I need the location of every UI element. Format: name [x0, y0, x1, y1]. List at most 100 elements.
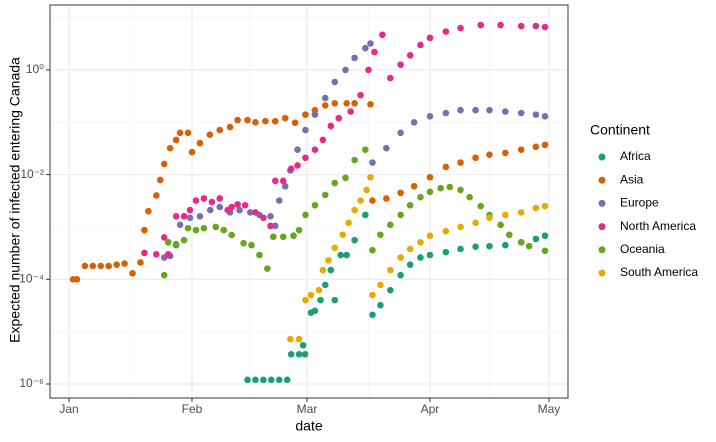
point [73, 276, 81, 283]
y-tick-label: 10⁻⁴ [19, 271, 44, 285]
point [532, 143, 540, 151]
point [271, 117, 279, 125]
point [502, 108, 509, 115]
point [319, 136, 327, 144]
point [196, 212, 204, 220]
point [339, 231, 347, 239]
point [267, 212, 274, 220]
point [541, 141, 549, 149]
point [172, 136, 180, 144]
point [319, 266, 327, 274]
point [164, 238, 172, 246]
point [331, 100, 339, 107]
legend-label: Europe [620, 196, 659, 210]
point [505, 231, 513, 239]
point [525, 242, 533, 250]
point [379, 31, 386, 39]
point [287, 165, 295, 172]
point [176, 221, 184, 229]
legend-label: South America [620, 265, 698, 279]
point [497, 221, 504, 229]
point [180, 212, 188, 220]
point [502, 241, 509, 249]
point [252, 118, 259, 126]
point [262, 117, 269, 125]
point [271, 222, 279, 230]
point [457, 106, 464, 114]
point [363, 186, 370, 194]
point [228, 203, 235, 211]
point [234, 116, 241, 124]
legend-marker [598, 153, 606, 161]
point [426, 34, 434, 42]
point [541, 202, 549, 210]
point [365, 66, 372, 74]
point [377, 231, 384, 239]
point [290, 232, 297, 240]
point [302, 126, 309, 134]
point [311, 201, 319, 209]
point [287, 335, 294, 343]
point [541, 247, 549, 255]
point [270, 233, 277, 241]
point [331, 244, 339, 252]
point [387, 286, 394, 294]
point [362, 44, 369, 52]
point [302, 111, 309, 118]
point [377, 281, 384, 289]
point [502, 149, 509, 157]
point [532, 111, 540, 118]
point [295, 335, 303, 343]
point [327, 266, 335, 274]
point [362, 211, 369, 219]
point [367, 173, 374, 181]
y-tick-label: 10⁰ [26, 62, 44, 76]
panel-border [49, 4, 569, 399]
point [216, 126, 224, 134]
point [397, 271, 404, 279]
point [541, 23, 549, 31]
point [351, 54, 358, 62]
point [325, 257, 332, 264]
point [206, 206, 214, 214]
point [342, 66, 349, 74]
point [97, 262, 105, 270]
x-axis-title: date [295, 418, 322, 434]
point [180, 236, 188, 244]
point [252, 209, 259, 216]
point [442, 227, 450, 235]
point [172, 240, 180, 248]
point [113, 261, 120, 269]
point [129, 270, 136, 277]
point [275, 197, 283, 204]
point [406, 52, 414, 59]
point [472, 154, 479, 162]
point [343, 100, 350, 107]
point [291, 119, 299, 127]
point [397, 211, 404, 219]
point [383, 144, 390, 152]
legend-label: Oceania [620, 242, 665, 256]
point [369, 311, 376, 319]
point [311, 307, 319, 315]
point [186, 214, 194, 222]
point [311, 111, 319, 118]
point [397, 189, 404, 197]
point [517, 22, 525, 30]
point [145, 207, 152, 215]
point [497, 21, 504, 29]
point [252, 376, 259, 384]
point [369, 246, 376, 254]
point [248, 241, 255, 249]
legend-label: North America [620, 219, 696, 233]
point [466, 193, 473, 201]
point [307, 291, 315, 299]
point [208, 198, 216, 206]
point [137, 259, 144, 266]
point [426, 173, 434, 181]
point [271, 177, 279, 185]
point [406, 245, 414, 253]
point [367, 101, 374, 108]
point [311, 146, 319, 153]
